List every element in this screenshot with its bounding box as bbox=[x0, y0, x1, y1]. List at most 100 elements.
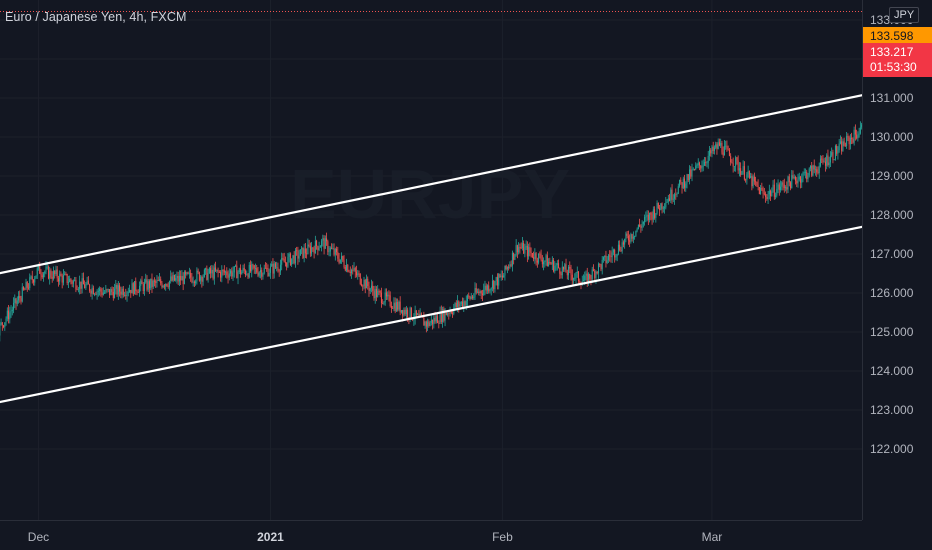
candle-body bbox=[703, 162, 705, 166]
candle-body bbox=[306, 253, 308, 255]
candle-body bbox=[213, 267, 215, 279]
candle-body bbox=[450, 311, 452, 314]
channel-lower-trendline[interactable] bbox=[0, 104, 862, 414]
candle-body bbox=[410, 307, 412, 319]
candle-body bbox=[139, 285, 141, 293]
candle-body bbox=[708, 150, 710, 156]
candle-body bbox=[141, 280, 143, 285]
candle-body bbox=[670, 189, 672, 201]
candle-body bbox=[1, 322, 3, 326]
candle-body bbox=[299, 249, 301, 256]
candle-body bbox=[427, 321, 429, 327]
candle-body bbox=[832, 152, 834, 160]
candle-body bbox=[743, 166, 745, 180]
candle-body bbox=[152, 280, 154, 287]
candle-body bbox=[263, 267, 265, 274]
candle-body bbox=[501, 275, 503, 278]
candle-body bbox=[612, 249, 614, 253]
price-axis[interactable]: 133.000132.000131.000130.000129.000128.0… bbox=[862, 0, 932, 520]
candle-body bbox=[559, 267, 561, 274]
candle-body bbox=[550, 263, 552, 265]
candle-body bbox=[853, 129, 855, 143]
candle-body bbox=[183, 271, 185, 284]
candle-body bbox=[114, 288, 116, 299]
candle-body bbox=[129, 289, 131, 293]
candle-body bbox=[843, 141, 845, 146]
candle-body bbox=[666, 201, 668, 203]
candle-body bbox=[382, 303, 384, 304]
candle-body bbox=[99, 288, 101, 291]
candle-body bbox=[762, 189, 764, 194]
candle-body bbox=[445, 311, 447, 316]
candle-body bbox=[796, 180, 798, 184]
price-axis-label: 125.000 bbox=[870, 325, 914, 339]
time-axis[interactable]: Dec2021FebMarAprMayJunJul bbox=[0, 520, 862, 550]
candle-body bbox=[365, 278, 367, 289]
candle-body bbox=[28, 287, 30, 289]
candle-body bbox=[696, 165, 698, 167]
candle-body bbox=[778, 184, 780, 190]
candle-body bbox=[509, 264, 511, 268]
candle-body bbox=[697, 162, 699, 166]
candle-body bbox=[46, 266, 48, 268]
candle-body bbox=[100, 288, 102, 292]
chart-grid bbox=[0, 0, 862, 520]
candle-body bbox=[687, 174, 689, 181]
candle-body bbox=[32, 279, 34, 283]
candle-body bbox=[499, 274, 501, 278]
candle-body bbox=[64, 273, 66, 275]
candle-body bbox=[137, 292, 139, 294]
candle-body bbox=[455, 302, 457, 308]
candle-body bbox=[642, 222, 644, 224]
candle-body bbox=[215, 267, 217, 271]
candle-body bbox=[823, 161, 825, 163]
candle-body bbox=[77, 288, 79, 290]
candle-body bbox=[351, 269, 353, 274]
candle-body bbox=[604, 255, 606, 258]
candle-body bbox=[111, 289, 113, 292]
candle-body bbox=[191, 277, 193, 283]
candle-body bbox=[216, 269, 218, 271]
candle-body bbox=[772, 184, 774, 192]
candle-body bbox=[478, 291, 480, 294]
candle-body bbox=[829, 155, 831, 163]
candle-body bbox=[151, 278, 153, 287]
candle-body bbox=[55, 269, 57, 275]
candle-body bbox=[193, 281, 195, 284]
candle-body bbox=[379, 291, 381, 293]
candle-body bbox=[596, 271, 598, 274]
candle-body bbox=[161, 283, 163, 288]
candle-body bbox=[218, 271, 220, 273]
candle-body bbox=[473, 296, 475, 298]
candle-body bbox=[131, 283, 133, 294]
candle-body bbox=[423, 317, 425, 326]
channel-upper-trendline[interactable] bbox=[0, 0, 862, 285]
candle-body bbox=[765, 194, 767, 198]
candle-body bbox=[491, 280, 493, 289]
candle-body bbox=[728, 149, 730, 156]
currency-button[interactable]: JPY bbox=[889, 7, 920, 23]
candle-body bbox=[162, 285, 164, 288]
candle-body bbox=[535, 253, 537, 261]
candle-body bbox=[589, 274, 591, 279]
candle-body bbox=[858, 133, 860, 136]
candle-body bbox=[31, 276, 33, 280]
candle-body bbox=[50, 270, 52, 277]
candle-body bbox=[304, 248, 306, 254]
candle-body bbox=[733, 166, 735, 168]
candle-body bbox=[59, 273, 61, 282]
candle-body bbox=[804, 171, 806, 173]
candle-body bbox=[738, 168, 740, 171]
candle-body bbox=[657, 202, 659, 209]
candle-body bbox=[831, 152, 833, 156]
candle-body bbox=[8, 310, 10, 320]
candle-body bbox=[288, 253, 290, 257]
candle-body bbox=[621, 242, 623, 252]
candle-body bbox=[439, 311, 441, 324]
candle-body bbox=[500, 275, 502, 278]
candle-body bbox=[521, 243, 523, 249]
candle-body bbox=[155, 281, 157, 283]
candle-body bbox=[798, 176, 800, 180]
chart-canvas[interactable]: EURJPY bbox=[0, 0, 862, 520]
candle-body bbox=[767, 194, 769, 200]
